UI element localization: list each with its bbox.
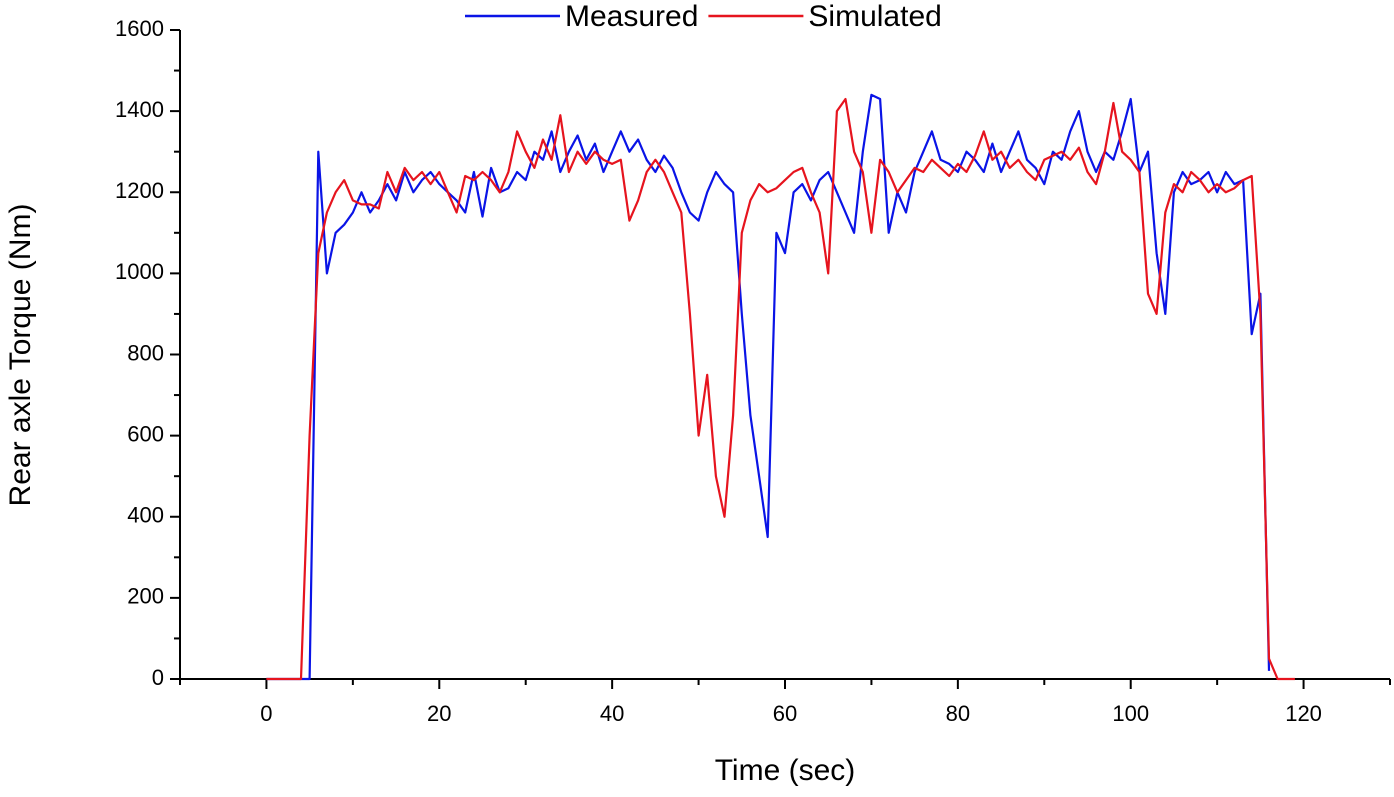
y-tick-label: 600 [127,421,164,446]
legend-label: Measured [565,0,698,33]
y-tick-label: 1600 [115,16,164,41]
x-axis-title: Time (sec) [715,754,856,787]
legend-label: Simulated [808,0,941,33]
x-tick-label: 40 [600,701,624,726]
data-line [266,97,1295,681]
x-tick-label: 100 [1112,701,1149,726]
data-line [266,93,1271,681]
x-tick-label: 80 [946,701,970,726]
y-tick-label: 400 [127,503,164,528]
x-tick-label: 120 [1285,701,1322,726]
x-tick-label: 60 [773,701,797,726]
y-tick-label: 0 [152,665,164,690]
y-tick-label: 1200 [115,178,164,203]
y-tick-label: 1400 [115,97,164,122]
y-tick-label: 200 [127,584,164,609]
y-tick-label: 1000 [115,259,164,284]
x-tick-label: 0 [260,701,272,726]
y-axis-title: Rear axle Torque (Nm) [4,204,37,507]
x-tick-label: 20 [427,701,451,726]
y-tick-label: 800 [127,340,164,365]
